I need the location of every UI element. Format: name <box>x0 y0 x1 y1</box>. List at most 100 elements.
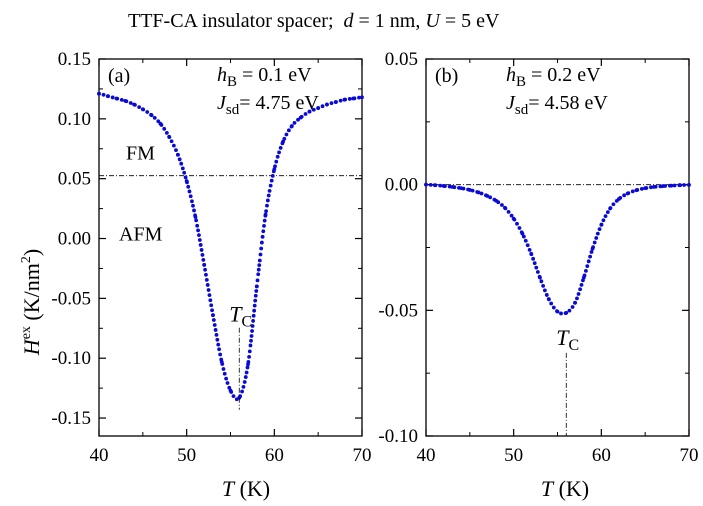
x-axis-label-a-main: T <box>222 476 236 501</box>
charta-curve-dot <box>261 229 266 234</box>
charta-curve-dot <box>243 375 248 379</box>
charta-data-point <box>289 124 294 128</box>
title-text: TTF-CA insulator spacer; <box>128 10 334 32</box>
chartb-data-point <box>450 185 455 189</box>
charta-curve-dot <box>182 170 187 175</box>
chartb-curve-dot <box>506 209 511 214</box>
charta-y-tick-label: 0.10 <box>58 109 91 130</box>
charta-data-point <box>114 96 119 101</box>
charta-curve-dot <box>207 293 212 298</box>
charta-curve-dot <box>259 246 264 251</box>
charta-curve-dot <box>179 161 184 166</box>
charta-curve-dot <box>171 143 176 148</box>
chartb-curve-dot <box>589 250 594 254</box>
charta-curve-dot <box>320 104 325 109</box>
charta-curve-dot <box>174 148 178 153</box>
charta-curve-dot <box>183 175 188 180</box>
charta-curve-dot <box>255 278 260 283</box>
charta-curve-dot <box>254 289 259 293</box>
charta-panel-label: (a) <box>108 65 130 87</box>
charta-curve-dot <box>240 389 244 394</box>
charta-curve-dot <box>198 243 203 247</box>
charta-curve-dot <box>270 173 275 178</box>
chartb-curve-dot <box>630 189 635 194</box>
charta-curve-dot <box>195 223 200 228</box>
chartb-curve-dot <box>578 287 583 292</box>
chartb-data-point <box>590 246 595 251</box>
charta-data-point <box>342 97 347 102</box>
chartb-data-point <box>467 188 472 192</box>
charta-data-point <box>246 362 250 367</box>
charta-curve-dot <box>338 98 343 103</box>
charta-data-point <box>219 359 224 364</box>
chartb-curve-dot <box>559 311 563 316</box>
charta-curve-dot <box>224 376 229 381</box>
chartb-curve-dot <box>525 243 530 248</box>
charta-param-jsd-value: = 4.75 eV <box>239 92 319 114</box>
charta-curve-dot <box>252 303 257 308</box>
chartb-curve-dot <box>500 203 504 207</box>
charta-curve-dot <box>262 223 266 228</box>
charta-curve-dot <box>145 110 150 114</box>
charta-data-point <box>272 167 277 172</box>
charta-curve-dot <box>186 184 191 189</box>
charta-region-fm: FM <box>126 143 155 165</box>
chartb-data-point <box>441 184 446 188</box>
charta-curve-dot <box>275 154 280 159</box>
charta-curve-dot <box>268 183 273 188</box>
chartb-curve-dot <box>601 218 606 223</box>
charta-tc-label: TC <box>229 302 252 331</box>
chartb-param-jsd-value: = 4.58 eV <box>528 92 608 114</box>
charta-curve-dot <box>264 209 268 214</box>
chartb-curve-dot <box>539 279 544 284</box>
chartb-tc-symbol: T <box>556 325 570 350</box>
charta-curve-dot <box>250 324 255 328</box>
charta-curve-dot <box>204 277 209 282</box>
charta-param-jsd-symbol: J <box>217 92 227 114</box>
chartb-data-point <box>520 231 525 236</box>
chartb-curve-dot <box>592 240 597 245</box>
charta-curve-dot <box>128 101 133 105</box>
chartb-curve-dot <box>605 210 610 215</box>
charta-curve-dot <box>284 132 289 137</box>
charta-curve-dot <box>197 233 201 238</box>
chartb-curve-dot <box>586 259 591 264</box>
chartb-curve-dot <box>509 213 514 218</box>
charta-curve-dot <box>257 258 262 263</box>
y-axis-label-close: ) <box>19 249 44 256</box>
chartb-data-point <box>494 198 499 203</box>
charta-data-point <box>307 109 312 114</box>
chartb-curve-dot <box>428 182 433 187</box>
charta-curve-dot <box>249 338 253 343</box>
charta-curve-dot <box>252 308 257 313</box>
chartb-data-point <box>555 309 560 314</box>
chartb-tc-label: TC <box>556 325 579 354</box>
charta-curve-dot <box>248 343 253 348</box>
chartb-curve-dot <box>521 234 526 239</box>
chartb-data-point <box>546 297 551 301</box>
chartb-param-hb-sub: B <box>516 74 526 90</box>
charta-curve-dot <box>190 199 194 204</box>
chartb-data-point <box>687 183 691 187</box>
charta-curve-dot <box>249 334 254 338</box>
chartb-curve-dot <box>544 293 549 297</box>
charta-curve-dot <box>218 352 223 357</box>
charta-curve-dot <box>250 329 254 333</box>
charta-curve-dot <box>215 337 220 342</box>
x-axis-label-a: T (K) <box>222 476 270 501</box>
chartb-param-jsd-symbol: J <box>506 92 516 114</box>
charta-curve-dot <box>286 128 291 133</box>
chartb-y-tick-label: 0.05 <box>385 49 418 70</box>
chartb-curve-dot <box>570 305 575 309</box>
charta-curve-dot <box>311 107 316 112</box>
charta-curve-dot <box>347 97 352 101</box>
chartb-curve-dot <box>649 185 653 190</box>
x-axis-label-b-main: T <box>541 476 555 501</box>
charta-curve-dot <box>177 157 182 162</box>
charta-curve-dot <box>188 194 193 199</box>
title-u-val: = 5 eV <box>445 10 500 32</box>
charta-param-hb: hB = 0.1 eV <box>217 64 312 90</box>
charta-region-afm: AFM <box>119 224 163 246</box>
charta-curve-dot <box>231 394 236 399</box>
charta-data-point <box>281 139 285 144</box>
